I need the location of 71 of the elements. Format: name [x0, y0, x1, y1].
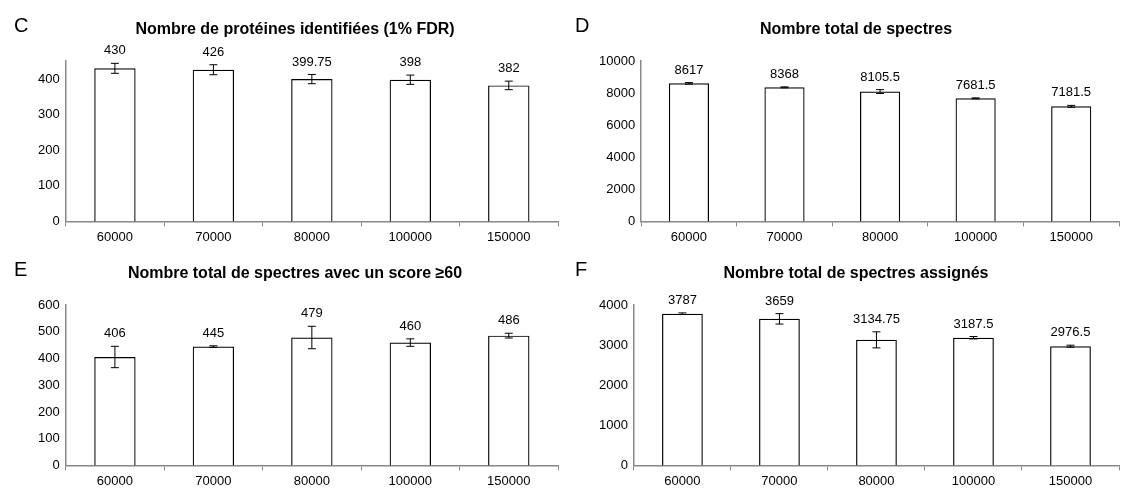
y-tick-label: 300	[37, 106, 60, 122]
x-tick-label: 60000	[96, 228, 133, 244]
data-label: 479	[300, 305, 323, 321]
data-label: 398	[399, 54, 422, 70]
y-tick-label: 400	[37, 70, 60, 86]
data-label: 445	[202, 324, 225, 340]
y-tick-label: 200	[37, 403, 60, 419]
x-tick-label: 60000	[664, 472, 701, 488]
data-label: 8368	[770, 65, 799, 81]
y-tick-label: 500	[37, 323, 60, 339]
chart-title: Nombre total de spectres assignés	[723, 264, 989, 282]
x-tick-label: 100000	[388, 472, 432, 488]
data-label: 486	[497, 312, 520, 328]
x-tick-label: 70000	[766, 228, 803, 244]
x-tick-label: 60000	[96, 472, 133, 488]
x-tick-label: 70000	[195, 472, 232, 488]
chart-title: Nombre total de spectres avec un score ≥60	[127, 264, 463, 282]
x-tick-label: 100000	[953, 228, 998, 244]
data-label: 3134.75	[852, 310, 900, 326]
y-tick-label: 1000	[599, 416, 628, 432]
y-tick-label: 4000	[606, 148, 636, 164]
data-label: 2976.5	[1050, 324, 1091, 340]
data-label: 399.75	[291, 53, 332, 69]
text: F	[575, 258, 588, 281]
x-tick-label: 150000	[487, 228, 531, 244]
x-tick-label: 70000	[761, 472, 798, 488]
x-tick-label: 60000	[670, 228, 708, 244]
data-label: 3187.5	[953, 315, 994, 331]
y-tick-label: 6000	[606, 116, 636, 132]
text: E	[14, 258, 28, 281]
y-tick-label: 300	[37, 376, 60, 392]
y-tick-label: 2000	[606, 180, 636, 196]
y-tick-label: 8000	[606, 84, 636, 100]
x-tick-label: 80000	[293, 228, 330, 244]
data-label: 406	[104, 325, 126, 341]
x-tick-label: 100000	[951, 472, 996, 488]
data-label: 3659	[764, 292, 794, 308]
x-tick-label: 80000	[858, 472, 895, 488]
data-label: 3787	[667, 292, 697, 308]
chart-title: Nombre total de spectres	[759, 20, 953, 38]
x-tick-label: 150000	[1049, 228, 1093, 244]
data-label: 8105.5	[860, 68, 900, 84]
data-label: 460	[399, 317, 422, 333]
y-tick-label: 400	[37, 350, 60, 366]
y-tick-label: 0	[52, 456, 60, 472]
x-tick-label: 150000	[1048, 472, 1093, 488]
text: C	[14, 14, 29, 37]
x-tick-label: 80000	[293, 472, 330, 488]
y-tick-label: 4000	[599, 296, 628, 312]
y-tick-label: 0	[627, 212, 636, 228]
chart-title: Nombre de protéines identifiées (1% FDR)	[135, 20, 455, 38]
data-label: 8617	[674, 61, 704, 77]
x-tick-label: 100000	[388, 228, 432, 244]
y-tick-label: 2000	[599, 376, 628, 392]
x-tick-label: 150000	[487, 472, 531, 488]
y-tick-label: 200	[37, 141, 60, 157]
y-tick-label: 10000	[598, 52, 636, 68]
data-label: 426	[202, 43, 225, 59]
y-tick-label: 600	[37, 296, 60, 312]
x-tick-label: 80000	[862, 228, 899, 244]
data-label: 430	[104, 42, 126, 58]
y-tick-label: 100	[37, 430, 60, 446]
y-tick-label: 0	[52, 212, 60, 228]
x-tick-label: 70000	[195, 228, 232, 244]
text: D	[575, 14, 590, 37]
y-tick-label: 0	[620, 456, 628, 472]
y-tick-label: 3000	[599, 336, 628, 352]
y-tick-label: 100	[37, 177, 60, 193]
data-label: 382	[497, 60, 520, 76]
data-label: 7681.5	[955, 76, 996, 92]
data-label: 7181.5	[1051, 84, 1092, 100]
